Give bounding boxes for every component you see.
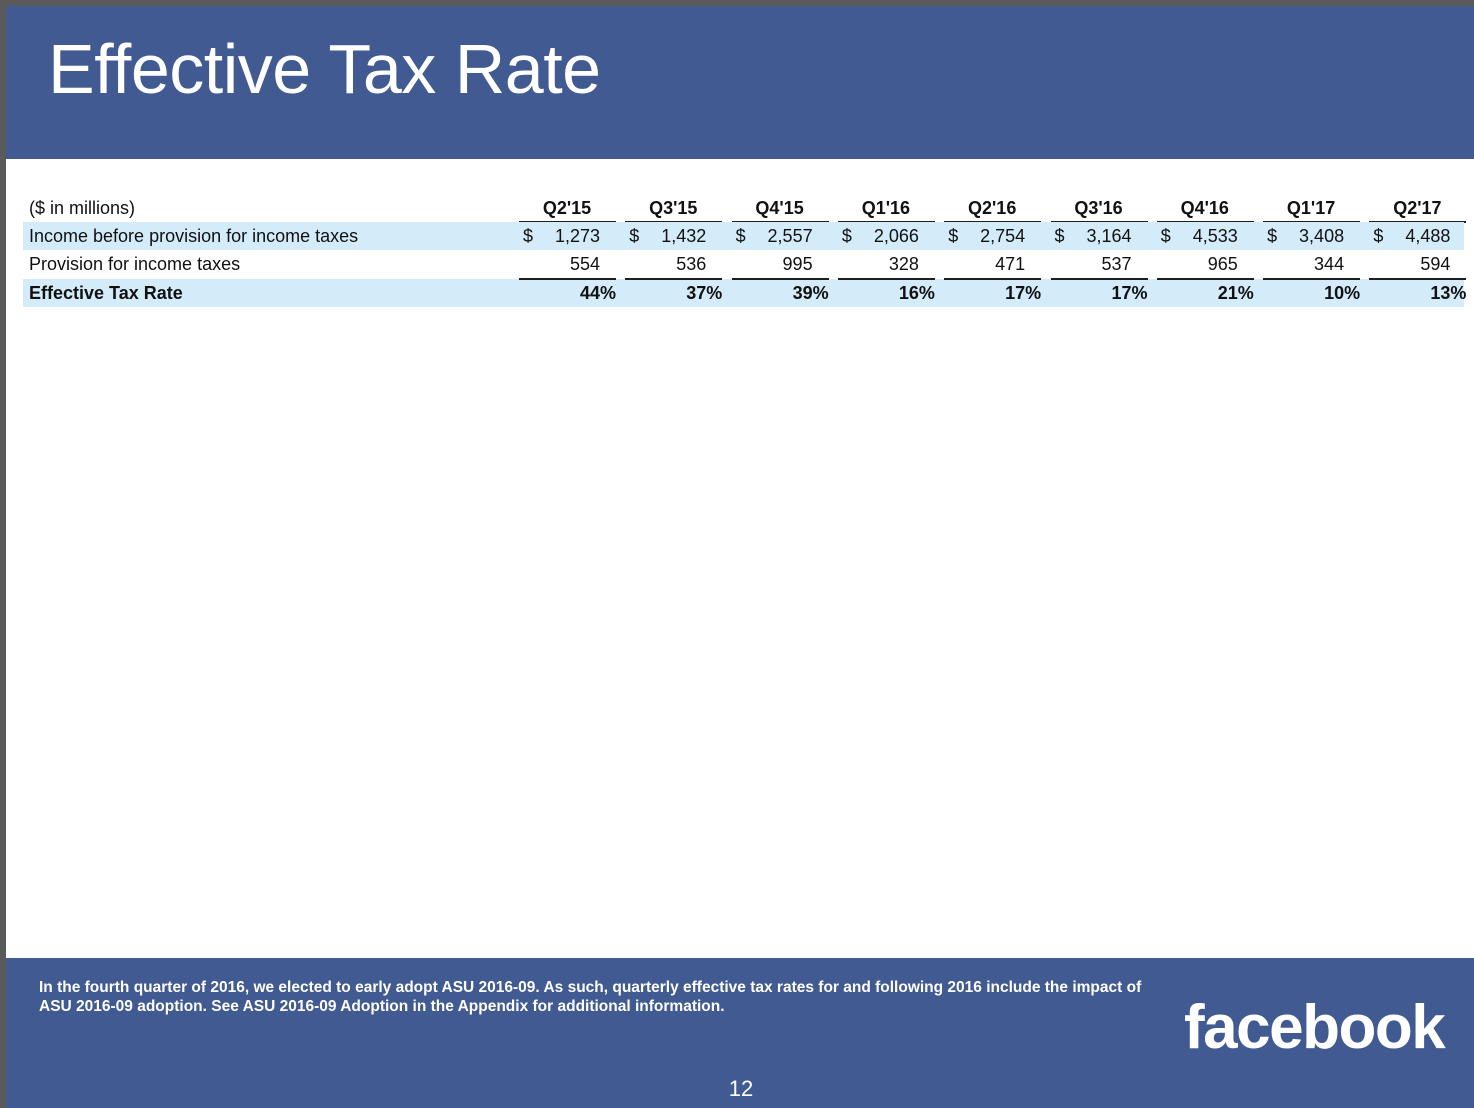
table-cell: 995	[782, 254, 813, 274]
table-cell: 594	[1420, 254, 1451, 274]
currency-symbol: $	[523, 226, 534, 246]
column-header: Q1'16	[861, 198, 911, 218]
table-cell: 4,488	[1405, 226, 1451, 246]
slide-title: Effective Tax Rate	[48, 30, 601, 108]
currency-symbol: $	[1160, 226, 1171, 246]
table-cell: 2,557	[767, 226, 813, 246]
table-cell: 3,164	[1086, 226, 1132, 246]
table-cell: 17%	[1005, 283, 1042, 303]
row-label: Effective Tax Rate	[29, 283, 183, 303]
table-cell: 4,533	[1192, 226, 1238, 246]
total-rule	[1263, 278, 1361, 280]
row-label: Provision for income taxes	[29, 254, 241, 274]
column-header: Q2'17	[1393, 198, 1442, 218]
table-row: Effective Tax Rate 44% 37% 39% 16% 17% 17% 21%…	[23, 278, 1467, 307]
table-cell: 965	[1207, 254, 1238, 274]
currency-symbol: $	[841, 226, 852, 246]
footer-banner: In the fourth quarter of 2016, we electe…	[6, 958, 1474, 1108]
table-cell: 3,408	[1299, 226, 1345, 246]
table-cell: 17%	[1111, 283, 1148, 303]
column-header: Q2'16	[968, 198, 1017, 218]
table-cell: 44%	[579, 283, 616, 303]
currency-symbol: $	[1054, 226, 1065, 246]
total-rule	[837, 278, 935, 280]
page-number: 12	[728, 1076, 754, 1101]
table-cell: 1,432	[661, 226, 707, 246]
column-header: Q2'15	[542, 198, 592, 218]
currency-symbol: $	[629, 226, 640, 246]
table-cell: 13%	[1430, 283, 1467, 303]
table-cell: 2,754	[980, 226, 1026, 246]
table-cell: 10%	[1324, 283, 1361, 303]
facebook-logo: facebook	[1184, 993, 1446, 1062]
table-cell: 536	[676, 254, 707, 274]
total-rule	[1050, 278, 1148, 280]
footnote: In the fourth quarter of 2016, we electe…	[39, 979, 1142, 1015]
slide: Effective Tax Rate ($ in millions) Q2'15…	[6, 6, 1474, 1108]
table-cell: 537	[1101, 254, 1132, 274]
table-header-row: ($ in millions) Q2'15 Q3'15 Q4'15 Q1'16 Q2'1…	[23, 194, 1467, 223]
table-row: Provision for income taxes 554 536 995 328 4…	[23, 250, 1464, 278]
table-cell: 1,273	[554, 226, 600, 246]
table-cell: 344	[1314, 254, 1345, 274]
table-cell: 328	[888, 254, 919, 274]
total-rule	[1156, 278, 1254, 280]
table-cell: 471	[995, 254, 1026, 274]
currency-symbol: $	[1267, 226, 1278, 246]
column-header: Q1'17	[1286, 198, 1336, 218]
table-cell: 21%	[1217, 283, 1254, 303]
currency-symbol: $	[1373, 226, 1384, 246]
table-row: Income before provision for income taxes…	[23, 222, 1464, 250]
table-cell: 39%	[792, 283, 829, 303]
total-rule	[519, 278, 616, 280]
column-header: Q4'16	[1180, 198, 1229, 218]
table-cell: 554	[569, 254, 600, 274]
total-rule	[731, 278, 829, 280]
row-label: Income before provision for income taxes	[29, 226, 359, 246]
column-header: Q3'15	[649, 198, 698, 218]
table-cell: 2,066	[873, 226, 919, 246]
total-rule	[1369, 278, 1467, 280]
currency-symbol: $	[735, 226, 746, 246]
title-banner: Effective Tax Rate	[6, 6, 1474, 159]
units-label: ($ in millions)	[29, 198, 136, 218]
table-cell: 16%	[898, 283, 935, 303]
currency-symbol: $	[948, 226, 959, 246]
table-cell: 37%	[686, 283, 723, 303]
total-rule	[944, 278, 1042, 280]
total-rule	[625, 278, 723, 280]
column-header: Q4'15	[755, 198, 804, 218]
column-header: Q3'16	[1074, 198, 1123, 218]
